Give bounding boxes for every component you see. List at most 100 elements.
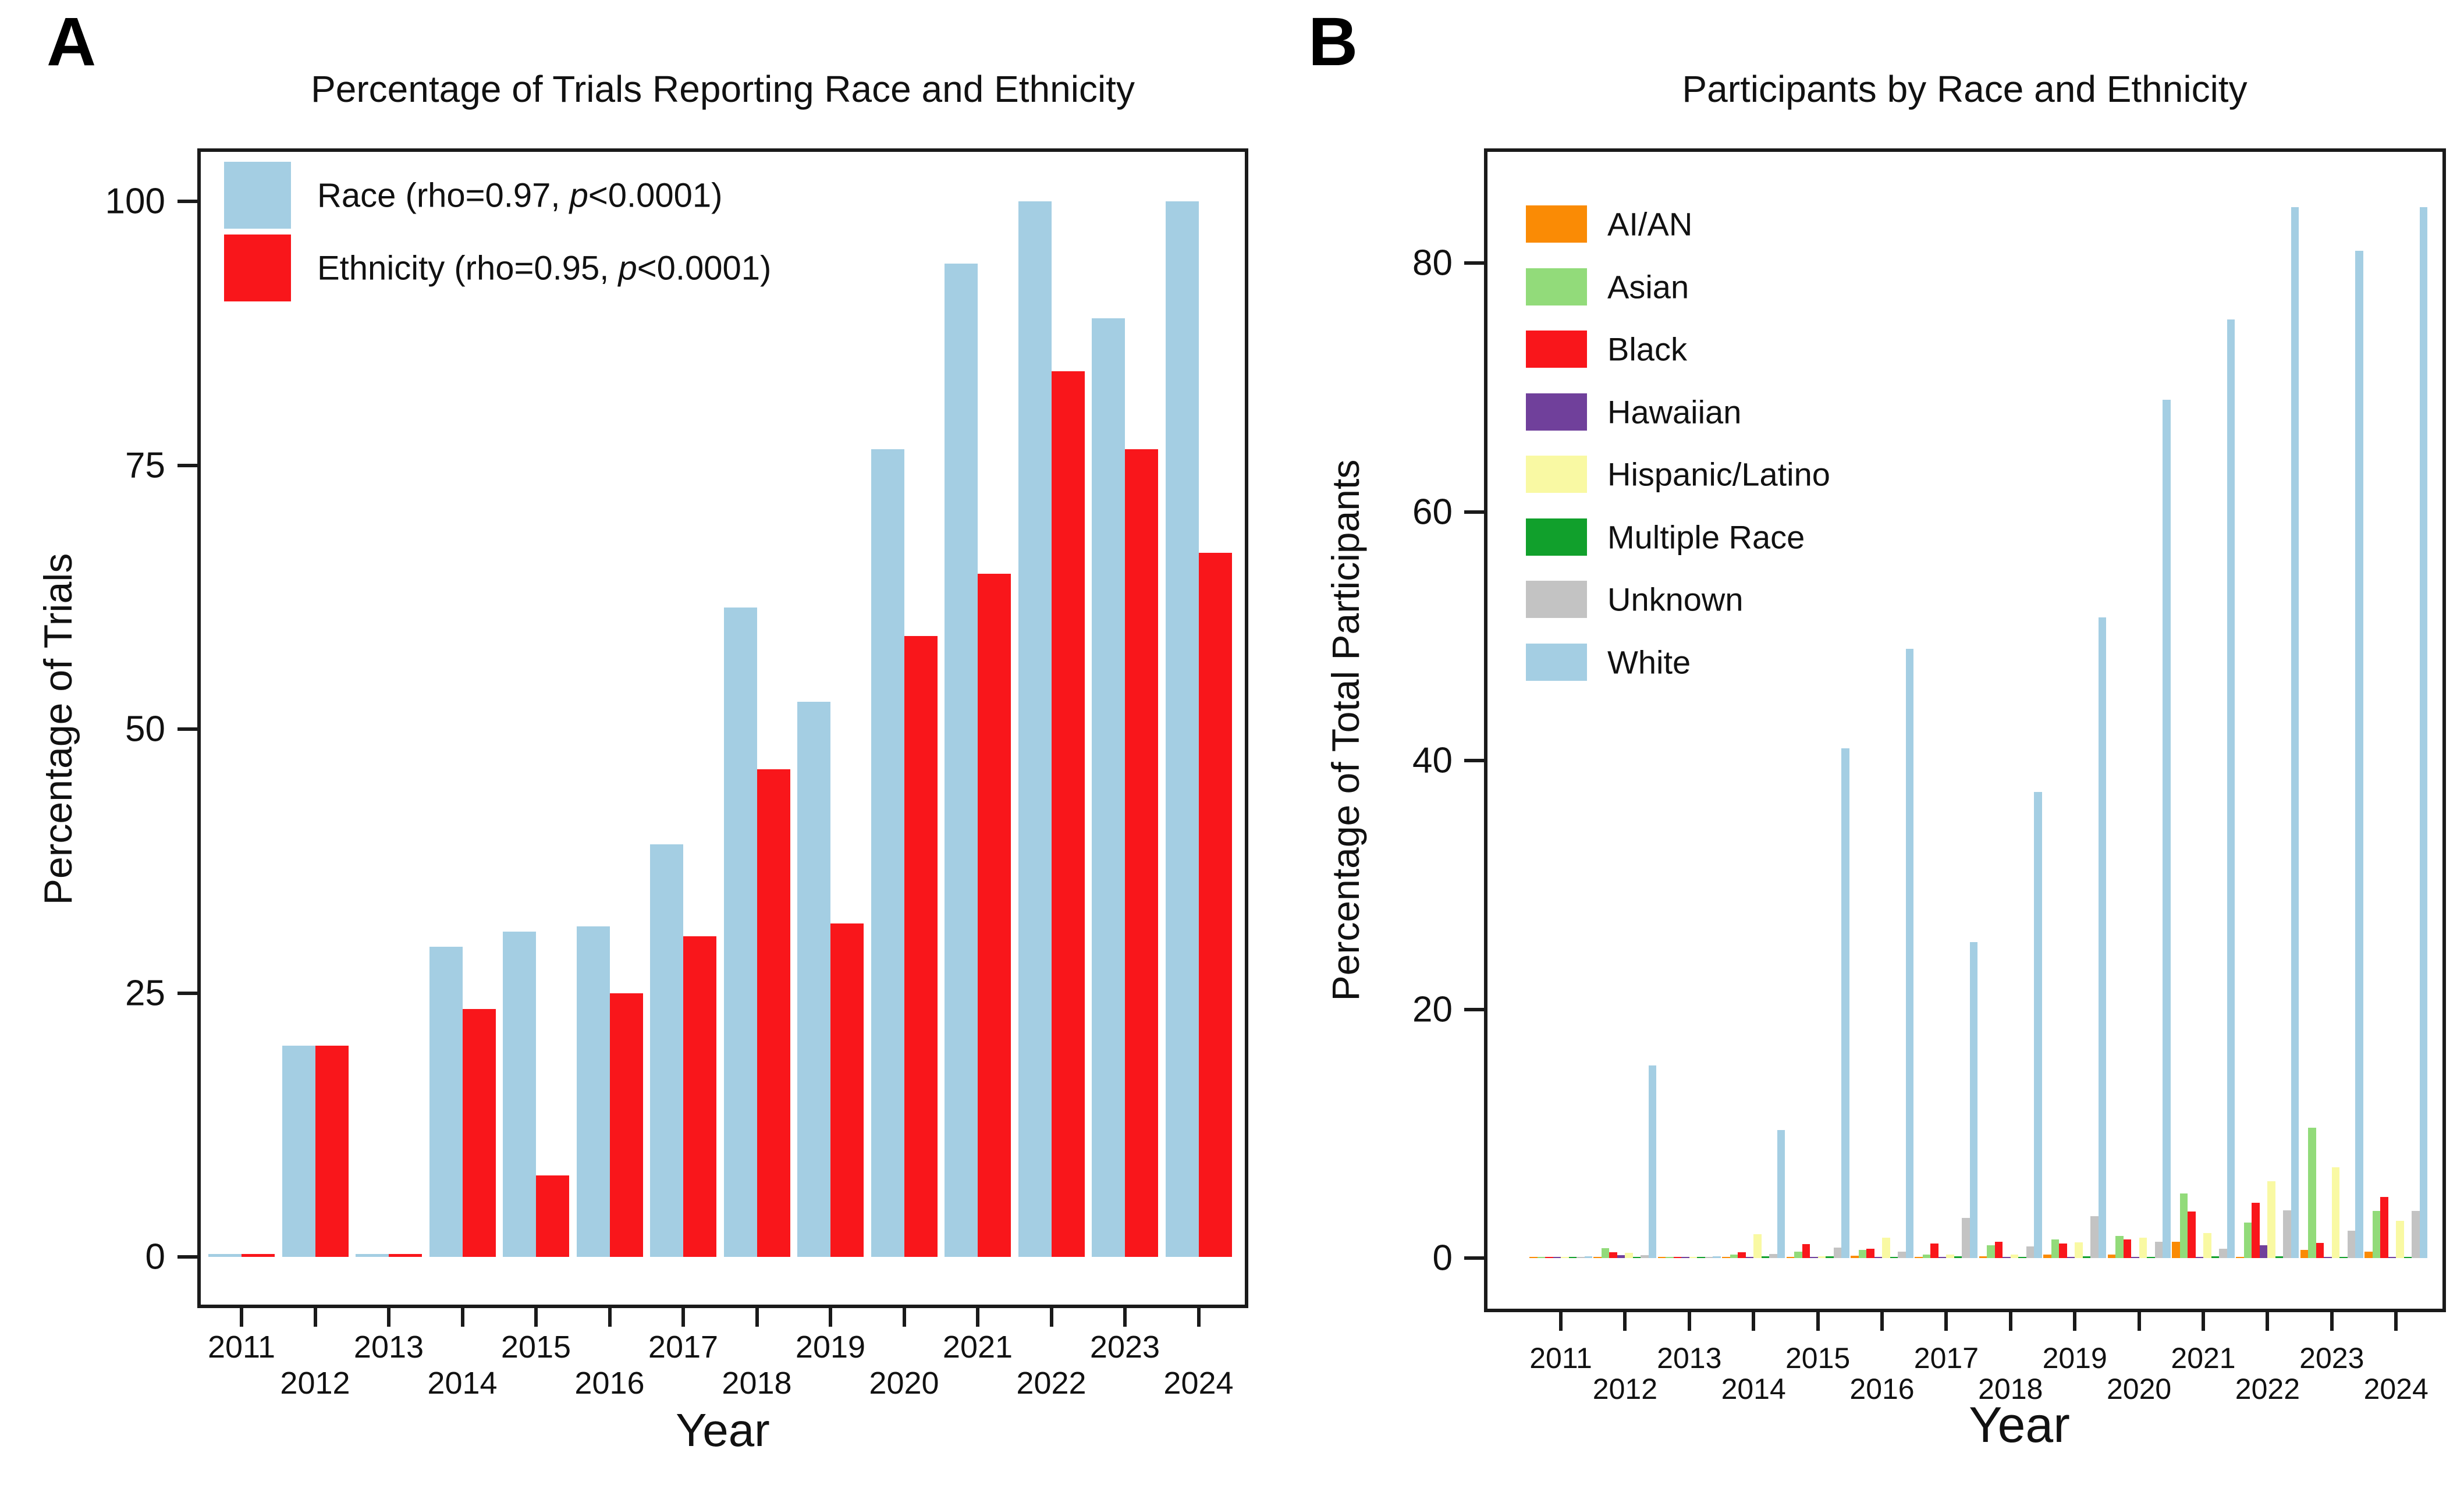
panel-b-y-tick bbox=[1464, 1256, 1484, 1260]
panel-b-x-tick-label: 2023 bbox=[2299, 1342, 2364, 1374]
panel-b-bar-hispanic-latino-2015 bbox=[1817, 1256, 1826, 1258]
panel-b-x-tick-label: 2017 bbox=[1913, 1342, 1979, 1374]
panel-b-bar-hispanic-latino-2012 bbox=[1625, 1253, 1633, 1258]
panel-a-x-tick-label: 2023 bbox=[1089, 1330, 1160, 1365]
panel-b-bar-white-2024 bbox=[2419, 207, 2428, 1258]
panel-a-x-tick-label: 2024 bbox=[1163, 1366, 1234, 1401]
panel-b-bar-black-2022 bbox=[2252, 1202, 2260, 1258]
panel-b-y-tick bbox=[1464, 1007, 1484, 1011]
panel-b-bar-asian-2017 bbox=[1922, 1255, 1931, 1258]
panel-a-x-tick-label: 2021 bbox=[942, 1330, 1013, 1365]
panel-b-y-tick-label: 20 bbox=[1412, 989, 1453, 1030]
panel-a-bar-race-rho-p--2019 bbox=[797, 701, 830, 1257]
panel-b-x-tick bbox=[2073, 1312, 2077, 1331]
panel-b-bar-asian-2011 bbox=[1537, 1256, 1545, 1258]
panel-b-legend-label: Asian bbox=[1607, 268, 1689, 305]
panel-a-x-tick bbox=[681, 1308, 685, 1327]
panel-b-y-tick-label: 0 bbox=[1432, 1238, 1453, 1278]
panel-a-x-tick-label: 2011 bbox=[207, 1330, 276, 1365]
panel-a-x-tick bbox=[1197, 1308, 1201, 1327]
panel-b-x-tick bbox=[2394, 1312, 2398, 1331]
panel-b-bar-hispanic-latino-2014 bbox=[1753, 1234, 1762, 1258]
panel-a-y-tick-label: 75 bbox=[125, 445, 165, 485]
panel-b-bar-asian-2018 bbox=[1987, 1245, 1995, 1258]
panel-a-bar-ethnicity-rho-p--2022 bbox=[1051, 371, 1085, 1257]
panel-b-x-tick-label: 2024 bbox=[2363, 1373, 2429, 1405]
panel-b-bar-unknown-2022 bbox=[2283, 1210, 2291, 1258]
panel-a-bar-ethnicity-rho-p--2024 bbox=[1198, 553, 1232, 1257]
panel-b-legend-label: Black bbox=[1607, 331, 1687, 368]
panel-b-x-tick bbox=[2266, 1312, 2270, 1331]
panel-b-bar-multiple-race-2011 bbox=[1568, 1256, 1577, 1258]
panel-b-bar-ai-an-2016 bbox=[1851, 1255, 1859, 1258]
panel-b-bar-white-2014 bbox=[1777, 1129, 1785, 1258]
panel-b-x-tick bbox=[2202, 1312, 2205, 1331]
panel-a-bar-ethnicity-rho-p--2023 bbox=[1125, 449, 1158, 1257]
panel-b-bar-asian-2016 bbox=[1858, 1249, 1866, 1258]
panel-b-bar-multiple-race-2022 bbox=[2275, 1256, 2284, 1258]
panel-a-x-tick bbox=[460, 1308, 464, 1327]
panel-b-bar-unknown-2017 bbox=[1962, 1217, 1970, 1258]
panel-b-bar-hawaiian-2013 bbox=[1681, 1256, 1689, 1258]
panel-a-y-tick-label: 50 bbox=[125, 709, 165, 749]
panel-b-bar-white-2022 bbox=[2291, 207, 2299, 1258]
panel-b-bar-black-2013 bbox=[1673, 1256, 1682, 1258]
panel-b-bar-black-2021 bbox=[2188, 1211, 2196, 1258]
panel-b-x-tick-label: 2014 bbox=[1721, 1373, 1786, 1405]
panel-b-bar-asian-2021 bbox=[2179, 1193, 2188, 1258]
panel-a-bar-race-rho-p--2022 bbox=[1018, 201, 1052, 1257]
panel-b-x-axis-title: Year bbox=[1969, 1397, 2070, 1453]
panel-b-bar-asian-2024 bbox=[2372, 1210, 2381, 1258]
panel-a-y-tick bbox=[177, 727, 197, 731]
panel-b-bar-asian-2022 bbox=[2243, 1223, 2252, 1258]
panel-b-bar-hawaiian-2014 bbox=[1745, 1256, 1754, 1258]
panel-a-bar-ethnicity-rho-p--2015 bbox=[536, 1175, 569, 1257]
panel-b-bar-white-2017 bbox=[1969, 942, 1978, 1258]
panel-b-bar-ai-an-2019 bbox=[2043, 1254, 2051, 1258]
panel-a-y-tick-label: 25 bbox=[125, 973, 165, 1013]
panel-b-bar-unknown-2023 bbox=[2347, 1230, 2356, 1258]
panel-a-bar-ethnicity-rho-p--2013 bbox=[389, 1254, 422, 1257]
panel-b-y-tick bbox=[1464, 261, 1484, 265]
panel-b-x-tick-label: 2016 bbox=[1849, 1373, 1915, 1405]
panel-b-bar-asian-2019 bbox=[2051, 1239, 2060, 1258]
panel-a-bar-ethnicity-rho-p--2011 bbox=[242, 1254, 275, 1257]
panel-b-bar-hispanic-latino-2020 bbox=[2139, 1237, 2147, 1258]
panel-b-y-axis-title: Percentage of Total Participants bbox=[1324, 459, 1367, 1001]
panel-b-bar-unknown-2024 bbox=[2412, 1210, 2420, 1258]
panel-b-bar-white-2019 bbox=[2098, 617, 2107, 1258]
panel-a-bar-race-rho-p--2021 bbox=[945, 264, 978, 1257]
panel-a-bar-race-rho-p--2014 bbox=[429, 946, 463, 1257]
panel-b-legend-label: White bbox=[1607, 644, 1691, 680]
panel-b-bar-ai-an-2012 bbox=[1593, 1256, 1602, 1258]
panel-b-bar-black-2023 bbox=[2316, 1243, 2324, 1258]
panel-a-letter: A bbox=[47, 3, 97, 80]
panel-b-y-tick-label: 80 bbox=[1412, 243, 1453, 283]
panel-b-bar-asian-2023 bbox=[2308, 1127, 2316, 1258]
panel-b-legend-swatch bbox=[1526, 456, 1587, 493]
panel-a-y-tick bbox=[177, 463, 197, 467]
panel-b-bar-unknown-2014 bbox=[1769, 1253, 1777, 1258]
panel-b-bar-multiple-race-2018 bbox=[2018, 1256, 2026, 1258]
panel-b-bar-ai-an-2020 bbox=[2107, 1255, 2116, 1258]
panel-b-bar-white-2016 bbox=[1905, 648, 1913, 1258]
panel-b-x-tick-label: 2020 bbox=[2106, 1373, 2172, 1405]
panel-a-x-tick bbox=[902, 1308, 906, 1327]
panel-b-legend-label: Hispanic/Latino bbox=[1607, 456, 1830, 493]
panel-b-bar-asian-2014 bbox=[1730, 1254, 1738, 1258]
panel-a-legend-swatch bbox=[224, 235, 291, 301]
panel-b-x-tick-label: 2012 bbox=[1592, 1373, 1658, 1405]
panel-a-bar-race-rho-p--2024 bbox=[1165, 201, 1199, 1257]
panel-b-x-tick bbox=[2330, 1312, 2334, 1331]
panel-b-bar-multiple-race-2017 bbox=[1954, 1256, 1962, 1258]
panel-b-bar-multiple-race-2014 bbox=[1761, 1256, 1770, 1258]
panel-b-bar-ai-an-2022 bbox=[2236, 1256, 2244, 1258]
panel-b-bar-multiple-race-2015 bbox=[1826, 1256, 1834, 1258]
panel-b-bar-hispanic-latino-2017 bbox=[1946, 1254, 1954, 1258]
panel-b-bar-black-2024 bbox=[2380, 1197, 2388, 1258]
panel-b-bar-black-2020 bbox=[2123, 1239, 2132, 1258]
panel-b-x-tick-label: 2015 bbox=[1785, 1342, 1851, 1374]
panel-a-bar-ethnicity-rho-p--2019 bbox=[830, 923, 864, 1257]
panel-b-x-tick-label: 2018 bbox=[1978, 1373, 2043, 1405]
panel-a-bar-ethnicity-rho-p--2016 bbox=[609, 993, 643, 1257]
